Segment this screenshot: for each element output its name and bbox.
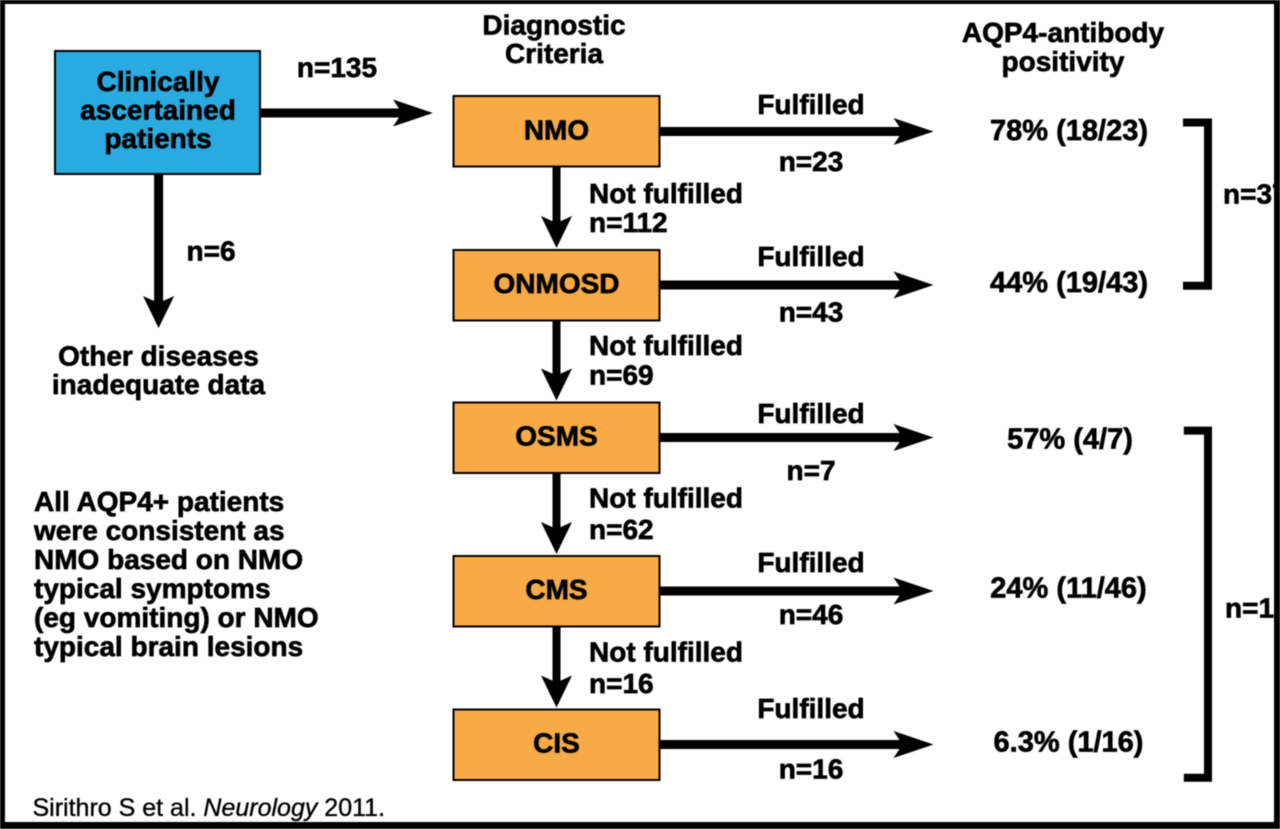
svg-text:Fulfilled: Fulfilled — [757, 89, 864, 120]
svg-text:positivity: positivity — [1002, 46, 1125, 77]
svg-text:Fulfilled: Fulfilled — [757, 693, 864, 724]
svg-text:57% (4/7): 57% (4/7) — [1007, 424, 1133, 456]
svg-text:Not fulfilled: Not fulfilled — [589, 637, 743, 668]
svg-text:n=16: n=16 — [1225, 593, 1280, 624]
svg-text:Fulfilled: Fulfilled — [757, 547, 864, 578]
svg-text:OSMS: OSMS — [515, 421, 597, 452]
svg-text:(eg vomiting) or NMO: (eg vomiting) or NMO — [34, 602, 319, 633]
svg-text:typical symptoms: typical symptoms — [34, 573, 271, 604]
svg-text:All AQP4+ patients: All AQP4+ patients — [34, 486, 284, 517]
svg-text:Not fulfilled: Not fulfilled — [589, 330, 743, 361]
svg-text:Not fulfilled: Not fulfilled — [589, 178, 743, 209]
svg-text:were consistent as: were consistent as — [33, 515, 285, 546]
svg-text:n=135: n=135 — [297, 52, 377, 83]
svg-text:n=23: n=23 — [779, 146, 844, 177]
svg-text:AQP4-antibody: AQP4-antibody — [962, 17, 1165, 48]
svg-text:inadequate data: inadequate data — [52, 369, 266, 400]
svg-text:n=6: n=6 — [186, 236, 235, 267]
svg-text:44% (19/43): 44% (19/43) — [990, 267, 1148, 299]
svg-text:Other diseases: Other diseases — [58, 341, 259, 372]
svg-text:78% (18/23): 78% (18/23) — [990, 115, 1148, 147]
svg-text:n=43: n=43 — [779, 297, 844, 328]
svg-text:n=69: n=69 — [589, 360, 654, 391]
svg-text:Fulfilled: Fulfilled — [757, 398, 864, 429]
svg-text:typical brain lesions: typical brain lesions — [34, 631, 303, 662]
svg-text:Fulfilled: Fulfilled — [757, 241, 864, 272]
svg-text:6.3% (1/16): 6.3% (1/16) — [994, 727, 1144, 759]
svg-text:Clinically: Clinically — [97, 66, 220, 97]
svg-text:ONMOSD: ONMOSD — [494, 268, 620, 299]
svg-text:n=46: n=46 — [779, 599, 844, 630]
svg-text:n=16: n=16 — [589, 668, 654, 699]
svg-text:NMO: NMO — [524, 115, 589, 146]
svg-text:n=37: n=37 — [1223, 179, 1280, 210]
svg-text:patients: patients — [104, 123, 211, 154]
svg-text:CMS: CMS — [525, 574, 587, 605]
svg-text:n=16: n=16 — [779, 754, 844, 785]
svg-text:Diagnostic: Diagnostic — [482, 10, 625, 41]
svg-text:CIS: CIS — [533, 728, 580, 759]
svg-text:Criteria: Criteria — [505, 38, 603, 69]
svg-text:24% (11/46): 24% (11/46) — [990, 573, 1146, 605]
svg-text:n=62: n=62 — [589, 514, 654, 545]
svg-text:Not fulfilled: Not fulfilled — [589, 483, 743, 514]
svg-text:n=112: n=112 — [589, 207, 668, 238]
svg-text:NMO based on NMO: NMO based on NMO — [34, 544, 303, 575]
svg-text:ascertained: ascertained — [80, 95, 236, 126]
svg-text:n=7: n=7 — [786, 455, 835, 486]
svg-text:Sirithro S et al. Neurology 20: Sirithro S et al. Neurology 2011. — [33, 794, 386, 822]
